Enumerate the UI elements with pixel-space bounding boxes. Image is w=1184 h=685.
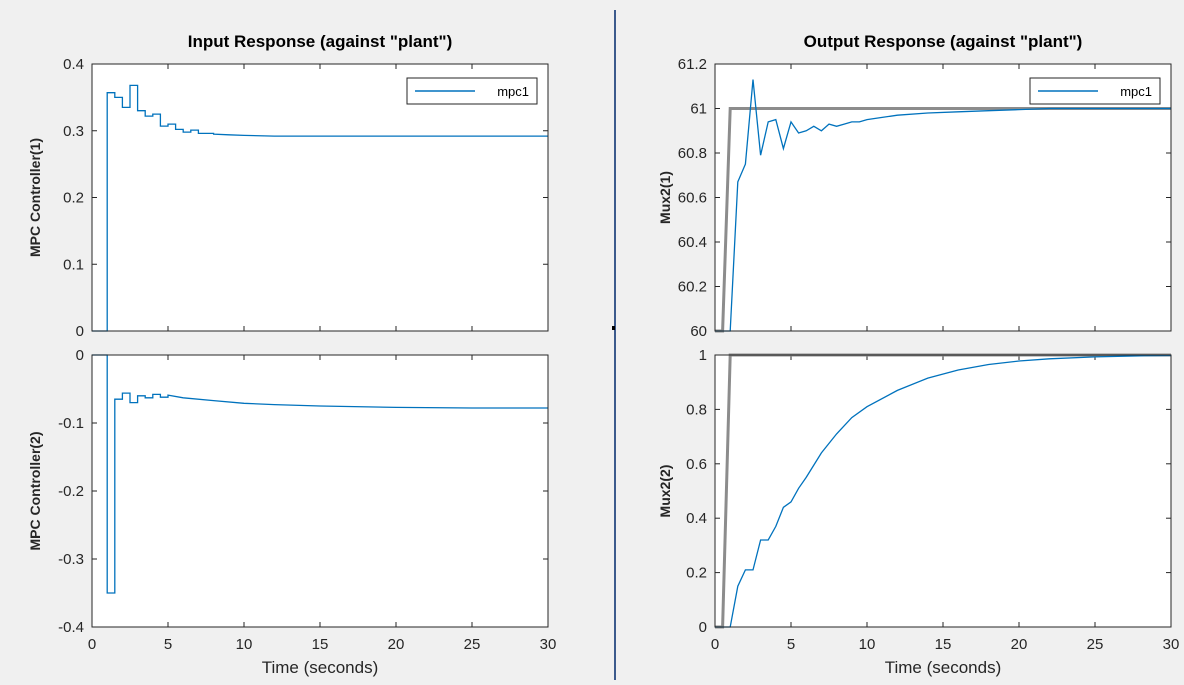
- input-top-axes: 0 0.1 0.2 0.3 0.4 Input Response (against "pl…: [27, 32, 549, 340]
- legend-label: mpc1: [497, 84, 529, 99]
- y-tick-label: 0.4: [63, 56, 84, 73]
- x-tick-label: 0: [88, 636, 96, 653]
- y-axis-label: MPC Controller(2): [27, 432, 43, 551]
- series-line-mpc1: [92, 84, 548, 332]
- x-tick-label: 20: [388, 636, 405, 653]
- divider-grip[interactable]: [612, 326, 615, 330]
- y-tick-label: 0: [76, 347, 84, 364]
- y-tick-label: 1: [699, 347, 707, 364]
- x-tick-label: 5: [787, 636, 795, 653]
- plot-area: [715, 355, 1171, 627]
- output-top-axes: 60 60.2 60.4 60.6 60.8 61 61.2 Output Response …: [657, 32, 1172, 340]
- axes-frame: [714, 63, 1172, 332]
- x-tick-label: 25: [464, 636, 481, 653]
- series-line-mpc1: [715, 79, 1171, 332]
- y-axis-label: MPC Controller(1): [27, 138, 43, 257]
- y-tick-label: 60: [690, 323, 707, 340]
- x-axis-label: Time (seconds): [885, 658, 1002, 677]
- legend-label: mpc1: [1120, 84, 1152, 99]
- x-tick-label: 0: [711, 636, 719, 653]
- y-tick-label: 0.2: [63, 190, 84, 207]
- y-tick-label: 61: [690, 101, 707, 118]
- y-tick-label: 0.3: [63, 123, 84, 140]
- y-tick-label: 61.2: [678, 56, 707, 73]
- y-axis-label: Mux2(1): [657, 171, 673, 224]
- y-tick-label: 60.8: [678, 145, 707, 162]
- y-tick-label: -0.1: [58, 415, 84, 432]
- y-tick-label: 0.1: [63, 256, 84, 273]
- x-tick-label: 5: [164, 636, 172, 653]
- x-tick-label: 25: [1087, 636, 1104, 653]
- x-axis-label: Time (seconds): [262, 658, 379, 677]
- y-tick-label: 60.4: [678, 234, 707, 251]
- x-tick-label: 30: [540, 636, 557, 653]
- x-tick-label: 10: [859, 636, 876, 653]
- chart-title: Output Response (against "plant"): [804, 32, 1083, 51]
- legend[interactable]: mpc1: [1029, 77, 1161, 105]
- y-tick-label: 60.6: [678, 190, 707, 207]
- legend[interactable]: mpc1: [406, 77, 538, 105]
- x-tick-label: 20: [1011, 636, 1028, 653]
- x-tick-label: 15: [312, 636, 329, 653]
- axes-frame: [91, 354, 549, 628]
- y-axis-label: Mux2(2): [657, 465, 673, 518]
- x-tick-label: 30: [1163, 636, 1180, 653]
- plot-area: [92, 355, 548, 627]
- y-tick-label: 60.2: [678, 279, 707, 296]
- series-line-mpc1: [715, 354, 1172, 628]
- y-tick-label: 0.4: [686, 510, 707, 527]
- y-tick-label: -0.3: [58, 551, 84, 568]
- x-tick-label: 10: [236, 636, 253, 653]
- y-tick-label: 0: [76, 323, 84, 340]
- y-tick-label: 0.8: [686, 401, 707, 418]
- plot-area: [92, 64, 548, 331]
- y-tick-label: -0.4: [58, 619, 84, 636]
- chart-title: Input Response (against "plant"): [188, 32, 453, 51]
- y-tick-label: -0.2: [58, 483, 84, 500]
- y-tick-label: 0: [699, 619, 707, 636]
- axes-frame: [91, 63, 549, 332]
- y-tick-label: 0.2: [686, 565, 707, 582]
- axes-frame: [714, 354, 1172, 628]
- x-tick-label: 15: [935, 636, 952, 653]
- y-tick-label: 0.6: [686, 456, 707, 473]
- series-line-mpc1: [92, 354, 548, 594]
